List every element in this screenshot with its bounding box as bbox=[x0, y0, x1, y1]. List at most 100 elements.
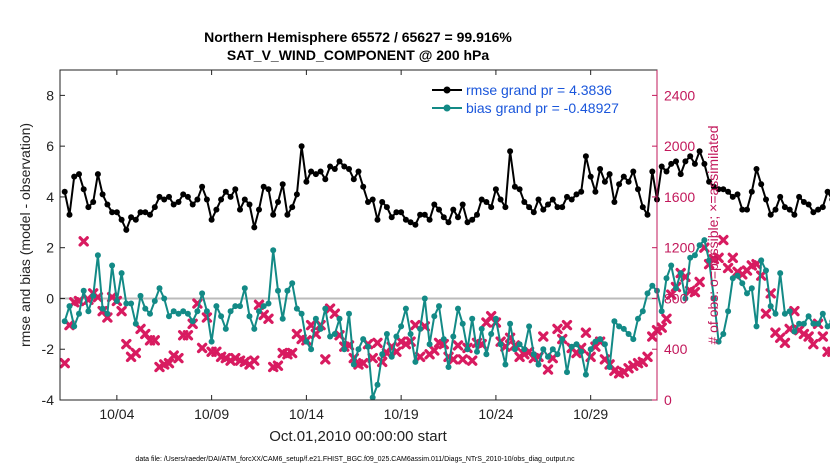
bias-point bbox=[398, 323, 405, 330]
bias-point bbox=[620, 325, 627, 332]
bias-point bbox=[80, 287, 87, 294]
rmse-point bbox=[341, 163, 348, 170]
bias-point bbox=[630, 336, 637, 343]
rmse-point bbox=[696, 148, 703, 155]
y-axis-right-label: # of obs: o=possible; ×=assimilated bbox=[705, 125, 721, 344]
rmse-point bbox=[450, 206, 457, 213]
bias-point bbox=[336, 315, 343, 322]
rmse-point bbox=[521, 199, 528, 205]
rmse-point bbox=[710, 183, 717, 190]
rmse-point bbox=[625, 178, 632, 185]
rmse-point bbox=[592, 188, 599, 195]
bias-point bbox=[734, 272, 741, 279]
rmse-point bbox=[355, 168, 362, 175]
assimilated-marker bbox=[263, 313, 274, 324]
bias-point bbox=[488, 331, 495, 337]
bias-point bbox=[132, 320, 139, 327]
assimilated-marker bbox=[78, 236, 89, 247]
rmse-point bbox=[488, 204, 495, 211]
rmse-point bbox=[758, 181, 765, 188]
bias-point bbox=[606, 364, 613, 370]
rmse-point bbox=[554, 204, 561, 211]
assimilated-marker bbox=[713, 252, 724, 264]
bias-point bbox=[421, 295, 428, 302]
bias-point bbox=[379, 351, 386, 358]
rmse-point bbox=[516, 186, 523, 193]
rmse-point bbox=[303, 178, 310, 185]
bias-point bbox=[564, 369, 570, 376]
rmse-point bbox=[753, 166, 760, 172]
bias-point bbox=[222, 325, 229, 332]
rmse-point bbox=[805, 201, 812, 208]
rmse-point bbox=[663, 168, 670, 175]
rmse-point bbox=[147, 211, 153, 218]
rmse-point bbox=[526, 204, 533, 211]
assimilated-marker bbox=[173, 352, 184, 364]
bias-point bbox=[758, 257, 765, 264]
x-tick-label: 10/09 bbox=[194, 406, 229, 422]
y-right-tick-label: 1600 bbox=[664, 189, 695, 205]
legend-bias-marker bbox=[443, 104, 451, 112]
bias-point bbox=[455, 305, 461, 312]
bias-point bbox=[521, 346, 528, 353]
bias-point bbox=[293, 305, 300, 312]
assimilated-marker bbox=[116, 305, 127, 317]
assimilated-marker bbox=[320, 354, 331, 365]
assimilated-marker bbox=[727, 252, 739, 264]
rmse-point bbox=[445, 219, 452, 226]
rmse-point bbox=[109, 209, 116, 216]
rmse-point bbox=[474, 211, 480, 218]
bias-point bbox=[464, 346, 471, 353]
assimilated-marker bbox=[789, 305, 800, 317]
bias-point bbox=[663, 275, 670, 282]
assimilated-marker bbox=[689, 286, 701, 298]
bias-point bbox=[246, 313, 253, 320]
rmse-point bbox=[748, 188, 755, 195]
bias-point bbox=[568, 343, 575, 350]
assimilated-marker bbox=[429, 345, 440, 356]
bias-point bbox=[516, 341, 523, 348]
bias-point bbox=[582, 371, 589, 378]
bias-point bbox=[725, 308, 732, 315]
rmse-point bbox=[331, 166, 338, 172]
rmse-point bbox=[402, 216, 409, 223]
bias-point bbox=[710, 295, 717, 302]
bias-point bbox=[616, 323, 623, 330]
y-left-tick-label: -2 bbox=[42, 341, 55, 357]
rmse-point bbox=[327, 163, 334, 170]
rmse-point bbox=[180, 191, 187, 198]
bias-point bbox=[365, 343, 371, 350]
bias-point bbox=[265, 300, 272, 307]
bias-point bbox=[497, 341, 504, 348]
rmse-point bbox=[815, 206, 822, 213]
assimilated-marker bbox=[196, 342, 208, 354]
bias-point bbox=[677, 270, 684, 277]
rmse-point bbox=[492, 186, 499, 193]
bias-point bbox=[701, 237, 708, 244]
rmse-point bbox=[213, 206, 220, 213]
bias-point bbox=[232, 303, 239, 310]
rmse-point bbox=[71, 173, 78, 180]
bias-point bbox=[549, 346, 556, 353]
rmse-point bbox=[464, 219, 471, 226]
bias-point bbox=[227, 308, 234, 315]
legend-rmse-label: rmse grand pr = 4.3836 bbox=[466, 82, 612, 98]
bias-point bbox=[270, 247, 277, 254]
bias-point bbox=[388, 353, 395, 360]
bias-point bbox=[805, 313, 812, 320]
rmse-point bbox=[729, 193, 736, 200]
rmse-point bbox=[668, 160, 675, 167]
rmse-point bbox=[151, 204, 158, 211]
bias-point bbox=[469, 315, 476, 322]
assimilated-marker bbox=[756, 270, 767, 281]
y-right-tick-label: 0 bbox=[664, 392, 672, 408]
bias-point bbox=[706, 257, 713, 264]
bias-point bbox=[635, 315, 641, 322]
bias-point bbox=[369, 394, 376, 401]
bias-point bbox=[289, 280, 296, 287]
rmse-point bbox=[436, 206, 442, 213]
bias-point bbox=[426, 341, 433, 348]
rmse-point bbox=[203, 196, 210, 203]
bias-point bbox=[199, 290, 206, 297]
x-tick-label: 10/24 bbox=[478, 406, 513, 422]
